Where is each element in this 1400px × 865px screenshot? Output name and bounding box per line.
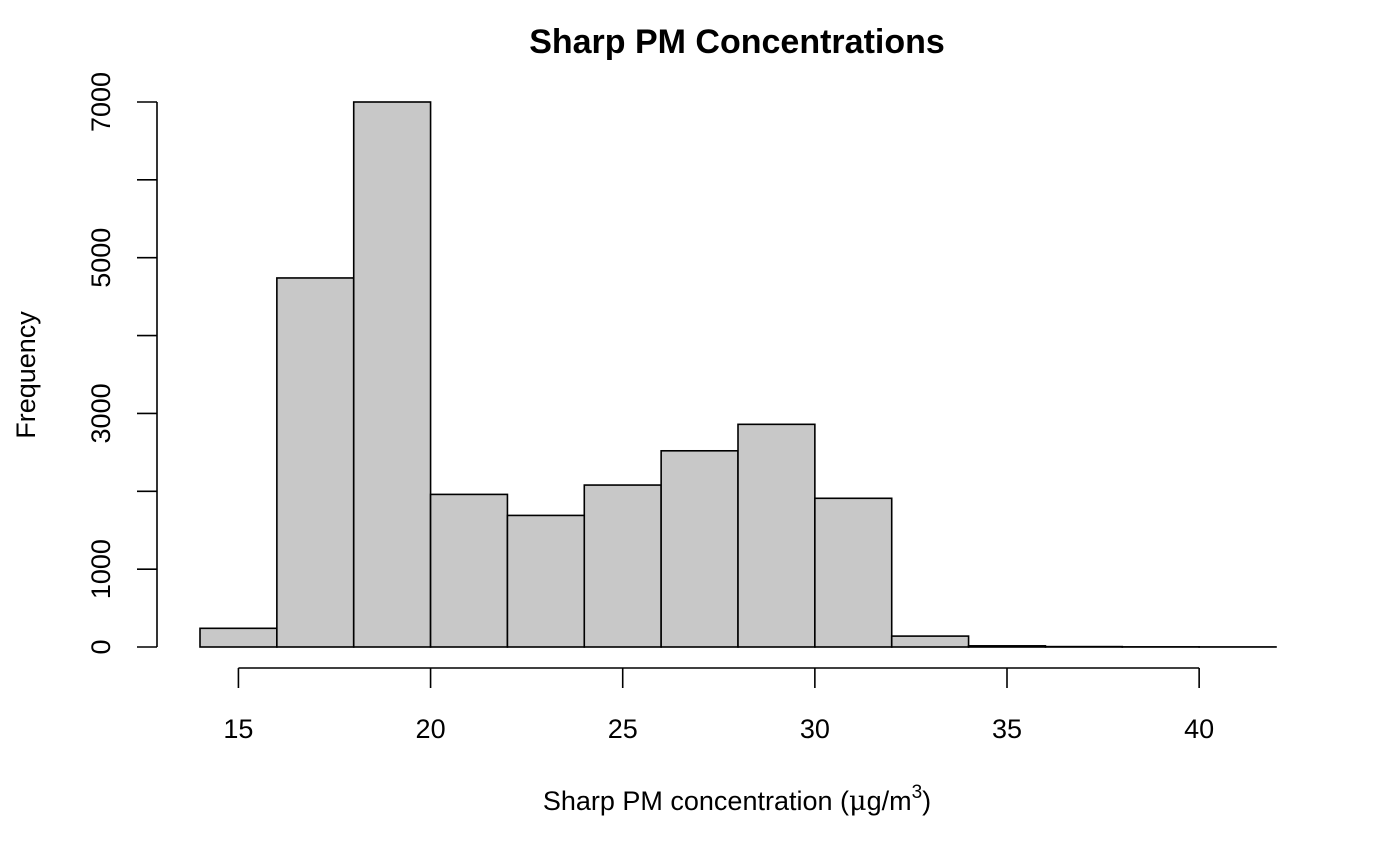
y-tick-label-3000: 3000 — [86, 383, 116, 443]
x-tick-label-30: 30 — [800, 714, 830, 744]
x-tick-label-15: 15 — [223, 714, 253, 744]
chart-title: Sharp PM Concentrations — [529, 23, 945, 61]
x-axis-label-mu: μ — [849, 786, 867, 817]
bars-group — [199, 101, 1277, 648]
y-tick-label-1000: 1000 — [86, 539, 116, 599]
histogram-bar-1 — [276, 277, 355, 648]
x-tick-label-20: 20 — [416, 714, 446, 744]
x-axis-label-suffix: ) — [922, 786, 931, 816]
y-tick-label-0: 0 — [86, 639, 116, 654]
x-axis-label: Sharp PM concentration (μg/m3) — [543, 782, 931, 817]
histogram-bar-4 — [506, 514, 586, 648]
histogram-bar-6 — [660, 449, 739, 648]
x-tick-label-35: 35 — [992, 714, 1022, 744]
x-tick-label-40: 40 — [1184, 714, 1214, 744]
histogram-bar-3 — [429, 493, 509, 648]
y-axis: 0 1000 3000 5000 7000 — [86, 72, 158, 655]
histogram-bar-2 — [352, 101, 432, 648]
x-tick-label-25: 25 — [608, 714, 638, 744]
y-tick-label-5000: 5000 — [86, 228, 116, 288]
histogram-bar-10 — [967, 645, 1047, 648]
y-axis-label: Frequency — [11, 311, 41, 439]
x-axis: 15 20 25 30 35 40 — [223, 667, 1214, 744]
x-axis-label-prefix: Sharp PM concentration ( — [543, 786, 849, 816]
histogram-bar-0 — [199, 627, 278, 648]
histogram-bar-8 — [814, 497, 893, 648]
x-axis-label-unit: g/m — [867, 786, 912, 816]
histogram-bar-5 — [583, 484, 662, 648]
histogram-bar-7 — [737, 423, 816, 648]
y-tick-label-7000: 7000 — [86, 72, 116, 132]
x-axis-label-exponent: 3 — [912, 782, 923, 803]
histogram-bar-9 — [890, 635, 970, 648]
